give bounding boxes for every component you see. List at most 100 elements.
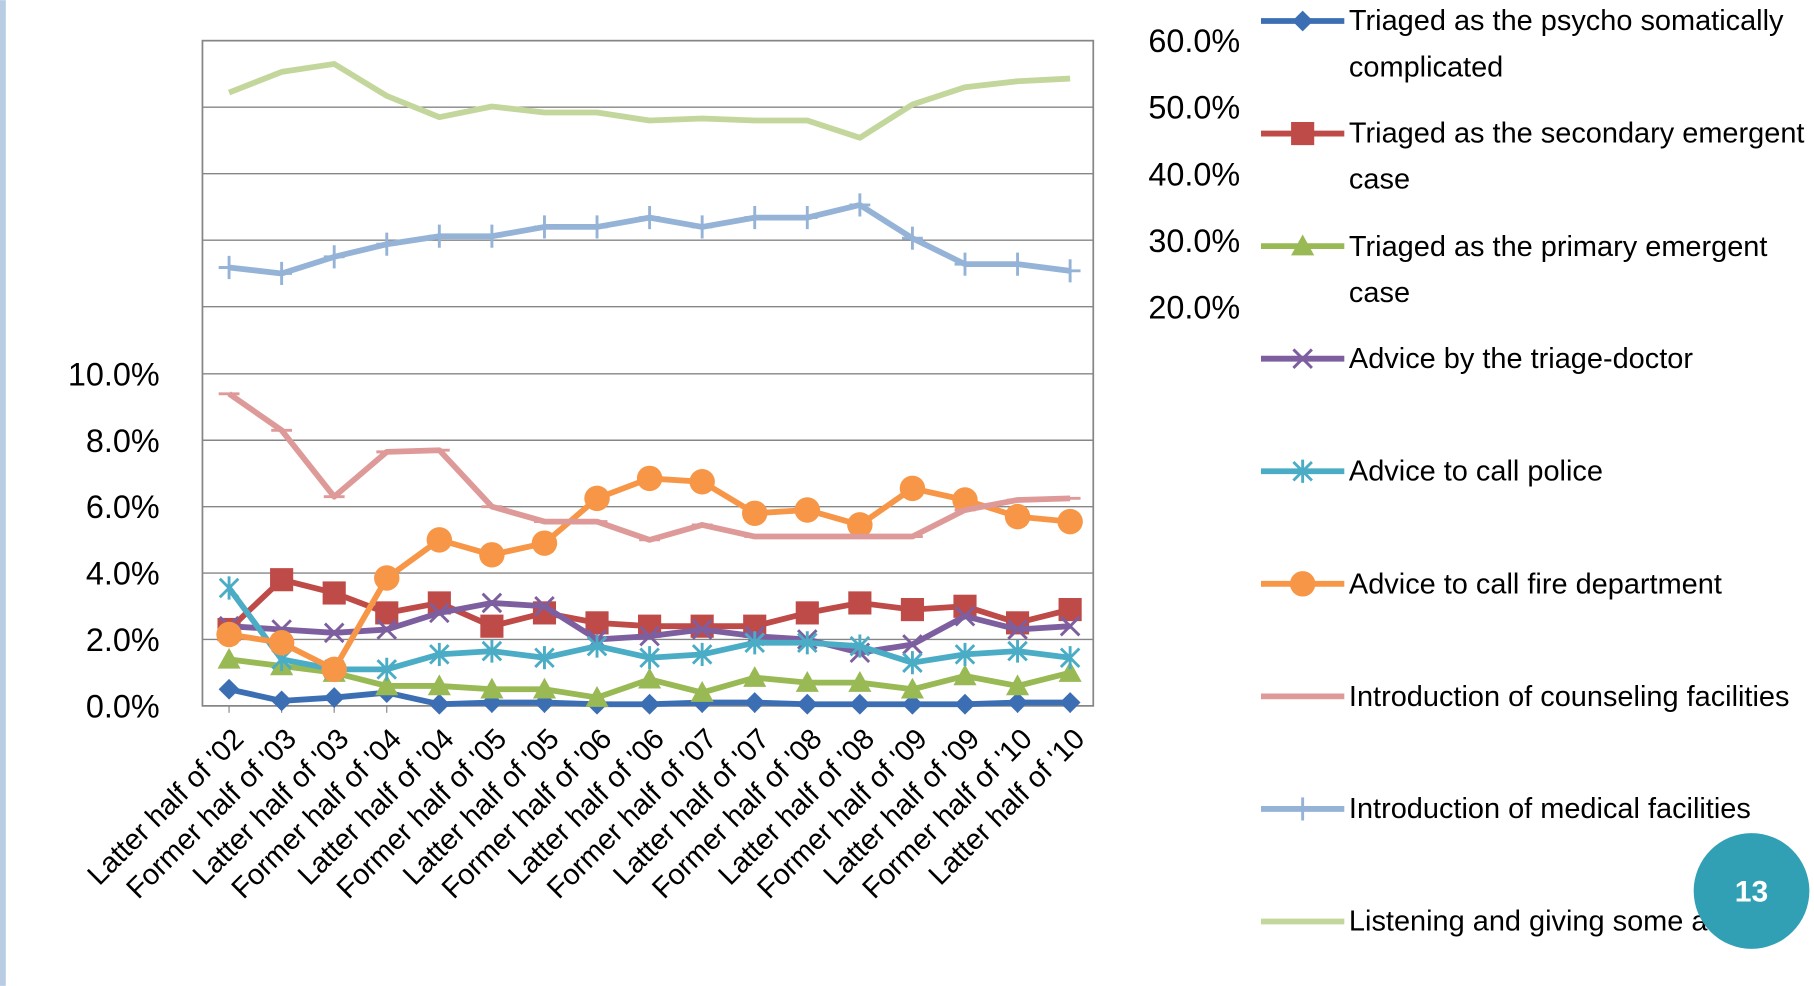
marker	[954, 252, 976, 276]
legend-item: Advice by the triage-doctor	[1348, 342, 1693, 375]
marker	[428, 693, 450, 715]
marker	[1007, 639, 1028, 663]
marker	[271, 261, 293, 286]
marker	[1058, 661, 1082, 682]
marker	[428, 224, 450, 248]
marker	[636, 465, 663, 492]
legend-label: Triaged as the secondary emergent case	[1348, 117, 1805, 197]
marker	[1007, 252, 1028, 276]
marker	[375, 601, 399, 625]
marker	[323, 622, 345, 644]
page-number: 13	[1735, 875, 1768, 908]
grid: 0.0% 2.0% 4.0% 6.0% 8.0% 10.0% 20.0% 30.0% 40.0%…	[68, 23, 1240, 905]
lines	[216, 61, 1083, 715]
marker	[796, 693, 818, 715]
marker	[689, 469, 715, 495]
page-badge	[1693, 833, 1810, 949]
marker	[902, 226, 923, 250]
marker	[1005, 674, 1030, 696]
y2-tick-label: 40.0%	[1148, 156, 1240, 192]
marker	[1004, 503, 1031, 530]
marker	[585, 611, 609, 635]
legend-item: Triaged as the psycho somatically compli…	[1349, 5, 1784, 84]
marker	[585, 685, 609, 707]
side-stripe	[0, 0, 6, 986]
marker	[1289, 571, 1316, 597]
marker	[321, 656, 347, 683]
marker	[691, 215, 713, 239]
legend: Triaged as the psycho somatically compli…	[1261, 5, 1805, 938]
y2-tick-label: 30.0%	[1148, 223, 1240, 259]
marker	[1057, 508, 1083, 535]
series	[228, 61, 1071, 141]
marker	[480, 677, 504, 699]
marker	[376, 657, 398, 681]
marker	[1059, 259, 1081, 283]
marker	[691, 619, 713, 640]
marker	[900, 598, 924, 622]
marker	[902, 634, 923, 655]
marker	[375, 674, 399, 696]
marker	[532, 677, 557, 699]
legend-label: Advice by the triage-doctor	[1348, 342, 1693, 375]
y2-tick-label: 50.0%	[1148, 90, 1240, 126]
marker	[217, 647, 241, 669]
marker	[691, 642, 713, 666]
marker	[638, 667, 662, 689]
marker	[954, 693, 976, 715]
marker	[954, 642, 976, 666]
marker	[427, 674, 451, 696]
marker	[744, 631, 766, 655]
marker	[531, 530, 558, 556]
y2-tick-label: 60.0%	[1148, 23, 1240, 59]
marker	[216, 621, 242, 648]
marker	[1291, 121, 1315, 146]
y-tick-label: 10.0%	[68, 356, 160, 392]
marker	[534, 215, 555, 239]
legend-item: Introduction of medical facilities	[1348, 792, 1751, 826]
marker	[1007, 619, 1028, 640]
marker	[848, 591, 872, 615]
legend-item: Introduction of counseling facilities	[1348, 680, 1790, 713]
marker	[534, 595, 555, 617]
marker	[426, 527, 453, 553]
marker	[323, 245, 345, 269]
marker	[953, 664, 977, 686]
marker	[795, 671, 819, 692]
marker	[429, 602, 450, 624]
marker	[479, 542, 505, 568]
marker	[741, 500, 768, 527]
marker	[849, 193, 871, 217]
legend-label: Introduction of medical facilities	[1348, 792, 1751, 826]
y-tick-label: 0.0%	[86, 688, 160, 724]
marker	[586, 215, 608, 239]
marker	[1292, 459, 1313, 483]
marker	[690, 614, 714, 638]
legend-label: Introduction of counseling facilities	[1348, 680, 1790, 713]
marker	[1059, 646, 1081, 670]
marker	[794, 497, 821, 523]
legend-label: Advice to call fire department	[1348, 567, 1722, 601]
marker	[795, 601, 819, 625]
marker	[639, 646, 660, 670]
marker	[268, 630, 295, 656]
y-tick-label: 2.0%	[86, 622, 160, 658]
marker	[429, 642, 450, 666]
marker	[1291, 234, 1315, 256]
marker	[376, 232, 398, 256]
marker	[481, 592, 503, 614]
legend-item: Advice to call police	[1349, 455, 1603, 487]
marker	[900, 677, 924, 699]
marker	[586, 634, 608, 658]
marker	[322, 581, 346, 605]
marker	[848, 671, 872, 692]
marker	[1292, 348, 1313, 369]
marker	[744, 692, 766, 713]
y2-tick-label: 20.0%	[1148, 289, 1240, 325]
series	[218, 193, 1081, 286]
marker	[270, 568, 294, 592]
legend-label: Triaged as the primary emergent case	[1348, 229, 1768, 309]
marker	[797, 631, 818, 655]
